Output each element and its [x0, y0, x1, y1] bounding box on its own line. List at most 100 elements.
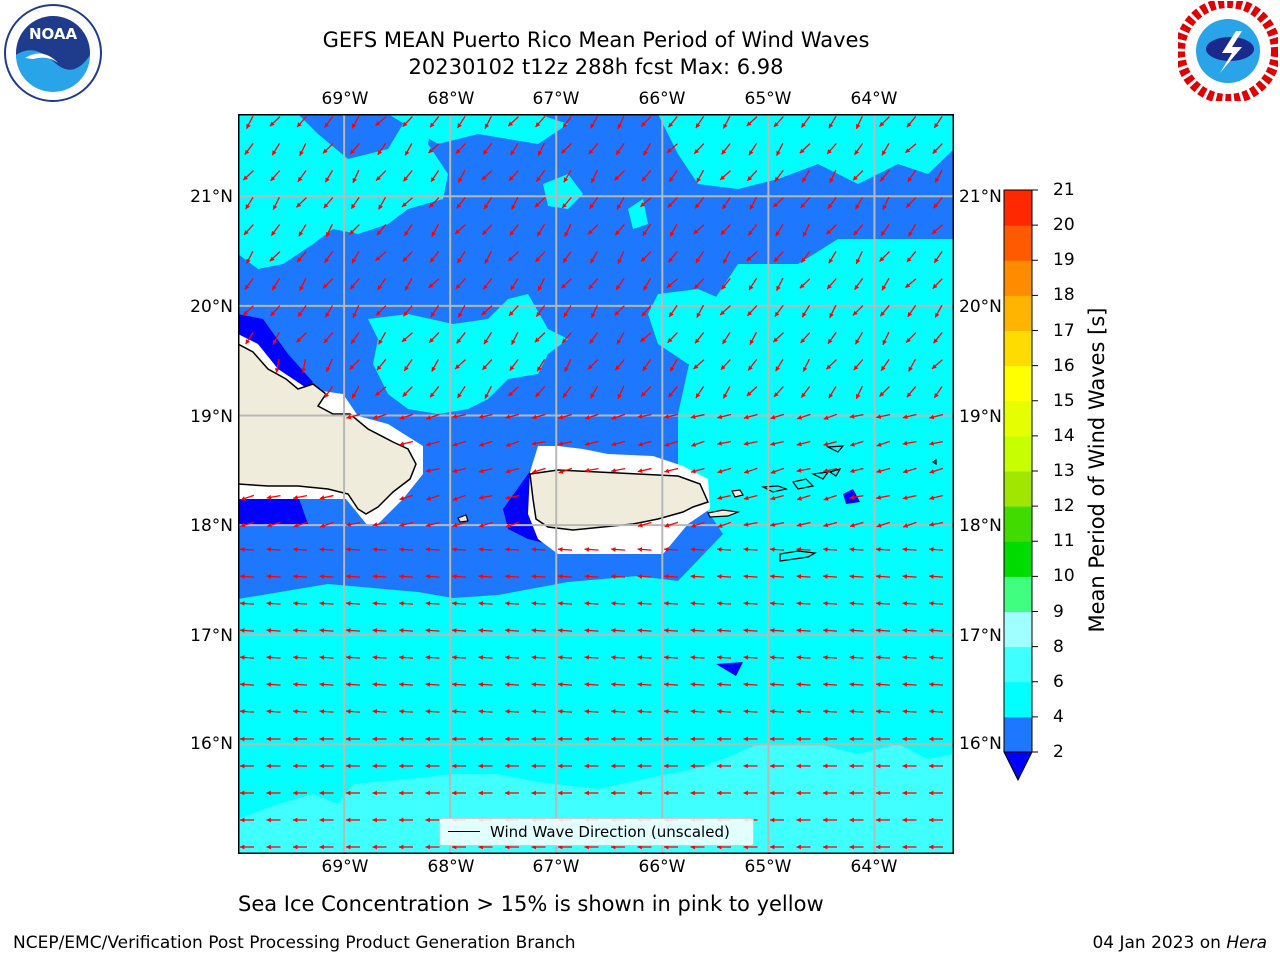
- wave-arrow-head: [478, 414, 484, 419]
- wave-arrow-head: [562, 338, 567, 344]
- wave-arrow-head: [743, 628, 749, 633]
- wave-arrow-head: [319, 628, 325, 633]
- wave-arrow-head: [743, 547, 749, 552]
- colorbar-tick-label: 6: [1053, 671, 1064, 692]
- lat-tick-right-18n: 18°N: [959, 516, 1002, 536]
- wave-arrow-head: [669, 311, 674, 317]
- wave-arrow-head: [829, 177, 834, 183]
- wave-arrow-head: [296, 202, 302, 208]
- wave-arrow-head: [240, 817, 245, 823]
- wave-arrow-head: [823, 736, 828, 742]
- wave-arrow-head: [511, 204, 516, 210]
- wave-arrow-head: [269, 121, 275, 127]
- wave-arrow-head: [929, 736, 934, 742]
- wave-arrow-head: [323, 203, 329, 209]
- wave-arrow-head: [931, 364, 937, 369]
- wave-arrow-head: [749, 150, 754, 156]
- wave-arrow-head: [720, 175, 725, 181]
- wave-arrow-head: [690, 736, 695, 742]
- wave-arrow-head: [690, 468, 696, 474]
- wave-arrow-head: [325, 177, 330, 183]
- wave-arrow-head: [246, 123, 251, 129]
- wave-arrow-head: [478, 763, 483, 769]
- wave-arrow-head: [240, 496, 246, 501]
- wave-arrow-head: [505, 442, 511, 447]
- wave-arrow-head: [931, 229, 937, 234]
- wave-arrow-head: [244, 149, 250, 155]
- wave-arrow-head: [563, 312, 569, 318]
- wave-arrow-head: [531, 547, 537, 552]
- wave-arrow-head: [616, 284, 621, 290]
- wave-arrow-head: [854, 149, 860, 155]
- wave-arrow-head: [484, 258, 490, 264]
- lat-tick-left-16n: 16°N: [190, 734, 233, 754]
- wave-arrow-head: [319, 736, 324, 742]
- chart-subtitle: 20230102 t12z 288h fcst Max: 6.98: [408, 55, 784, 79]
- wave-arrow-head: [932, 283, 938, 289]
- wave-arrow-head: [906, 257, 912, 263]
- wave-arrow-head: [584, 467, 590, 473]
- lat-tick-left-21n: 21°N: [190, 187, 233, 207]
- wave-arrow-head: [401, 202, 407, 207]
- wave-arrow-head: [929, 709, 934, 714]
- wave-arrow-head: [849, 547, 855, 552]
- colorbar-segment: [1004, 295, 1032, 331]
- wave-arrow-head: [934, 257, 939, 263]
- wave-arrow-head: [823, 601, 828, 606]
- wave-arrow-head: [531, 709, 537, 714]
- wave-arrow-head: [534, 337, 540, 343]
- wave-arrow-head: [372, 628, 378, 633]
- wave-arrow-head: [933, 338, 939, 344]
- wave-arrow-head: [690, 414, 696, 419]
- wave-arrow-head: [880, 176, 885, 182]
- wave-arrow-head: [796, 547, 802, 552]
- wave-arrow-head: [823, 415, 829, 420]
- wave-arrow-head: [531, 682, 537, 687]
- colorbar-tick-label: 11: [1053, 531, 1075, 552]
- wave-arrow-head: [531, 414, 537, 420]
- wave-arrow-head: [876, 495, 881, 500]
- wave-arrow-head: [584, 441, 590, 447]
- wave-arrow-head: [482, 229, 488, 235]
- wave-arrow-head: [823, 441, 829, 447]
- wave-arrow-head: [584, 709, 590, 714]
- wave-arrow-head: [929, 521, 934, 527]
- wave-arrow-head: [483, 284, 488, 290]
- wave-arrow-head: [667, 337, 673, 343]
- wave-arrow-head: [616, 149, 621, 155]
- wave-arrow-head: [324, 257, 330, 263]
- wave-arrow-head: [611, 441, 617, 447]
- wave-arrow-head: [770, 763, 775, 769]
- wave-arrow-head: [929, 790, 934, 796]
- wave-arrow-head: [611, 736, 616, 742]
- wave-arrow-head: [564, 366, 569, 372]
- period-patch-north-3: [658, 114, 954, 189]
- wave-arrow-head: [376, 310, 381, 316]
- wave-arrow-head: [479, 442, 485, 447]
- wave-arrow-head: [558, 628, 563, 633]
- wave-arrow-head: [876, 790, 881, 796]
- wave-arrow-head: [720, 310, 725, 316]
- wave-arrow-head: [375, 121, 381, 126]
- wave-arrow-head: [584, 601, 590, 606]
- wave-arrow-head: [743, 522, 749, 527]
- wave-arrow-head: [584, 655, 590, 660]
- wave-arrow-head: [452, 522, 458, 528]
- wave-arrow-head: [319, 709, 325, 714]
- wave-arrow-head: [668, 257, 674, 263]
- wave-arrow-head: [695, 258, 701, 264]
- wave-arrow-head: [399, 628, 404, 633]
- wave-arrow-head: [377, 149, 383, 155]
- wave-arrow-head: [293, 495, 298, 500]
- wave-arrow-head: [637, 441, 643, 447]
- wave-arrow-head: [399, 441, 405, 447]
- wave-arrow-head: [320, 523, 326, 528]
- wave-arrow-head: [399, 547, 404, 552]
- wave-arrow-head: [589, 203, 595, 209]
- wave-arrow-head: [558, 601, 563, 606]
- wave-arrow-head: [929, 441, 934, 446]
- colorbar-tick-label: 14: [1053, 425, 1075, 446]
- wave-arrow-head: [611, 655, 616, 660]
- lat-tick-left-19n: 19°N: [190, 407, 233, 427]
- wave-arrow-head: [536, 176, 541, 182]
